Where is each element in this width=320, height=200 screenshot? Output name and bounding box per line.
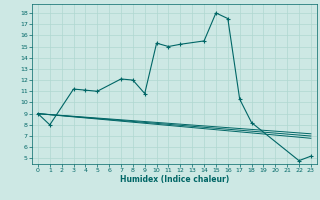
X-axis label: Humidex (Indice chaleur): Humidex (Indice chaleur): [120, 175, 229, 184]
